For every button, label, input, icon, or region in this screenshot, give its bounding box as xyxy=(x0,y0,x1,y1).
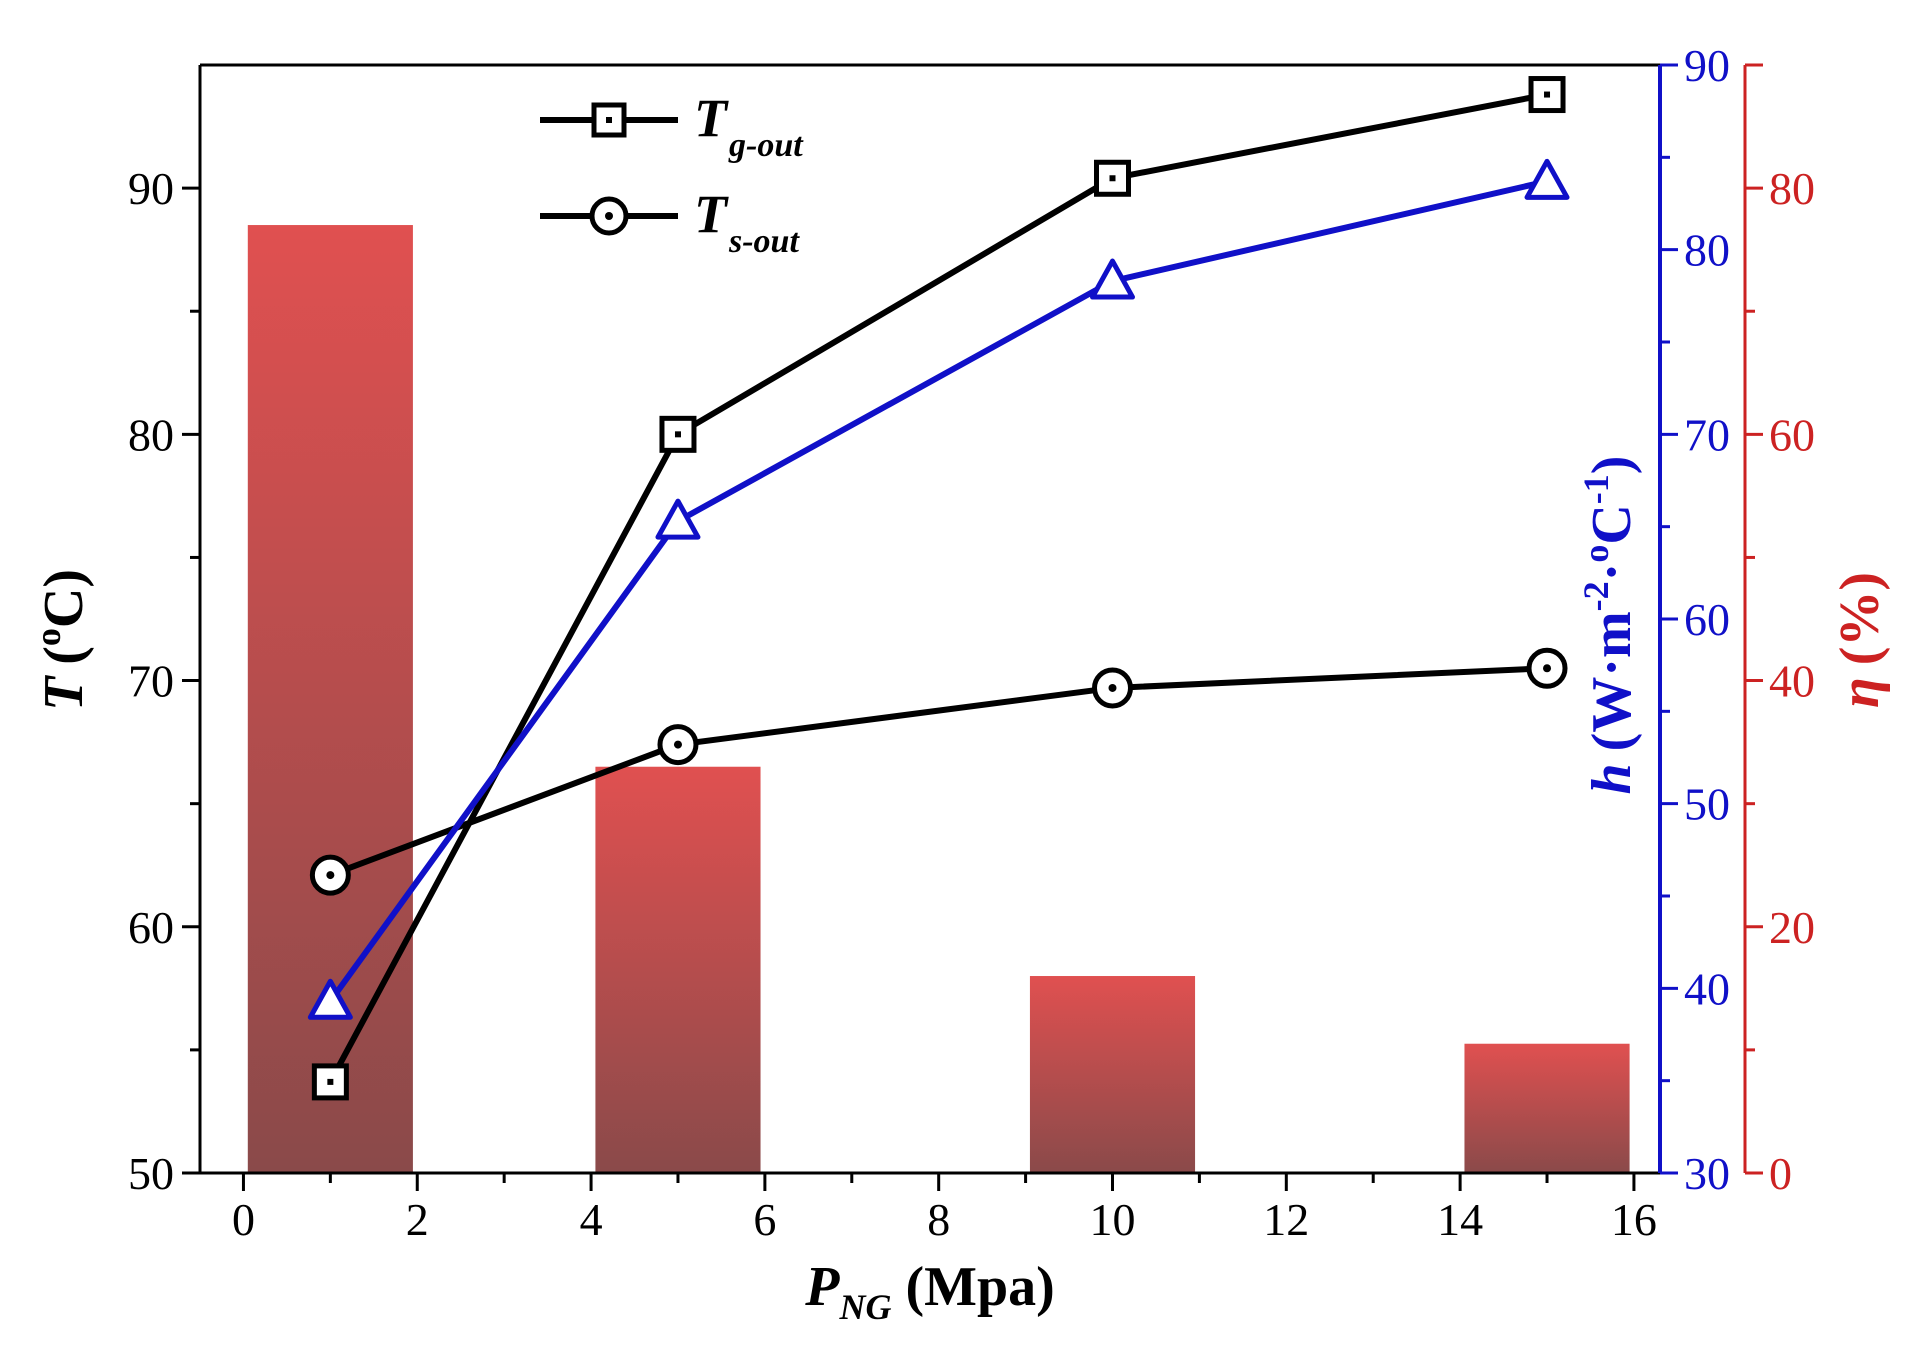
triangle-marker xyxy=(1090,258,1135,300)
y-right-h-tick-label: 50 xyxy=(1684,779,1730,830)
y-right-eta-tick-label: 60 xyxy=(1769,409,1815,460)
x-tick-label: 6 xyxy=(753,1194,776,1245)
legend-item-tg-out: Tg-out xyxy=(540,88,804,164)
bars-layer xyxy=(247,225,1630,1174)
legend-square-marker-dot-icon xyxy=(606,117,612,123)
circle-marker-dot xyxy=(673,740,682,749)
y-right-eta-tick-label: 80 xyxy=(1769,163,1815,214)
x-tick-label: 4 xyxy=(580,1194,603,1245)
bar xyxy=(595,766,761,1173)
circle-marker-dot xyxy=(1108,683,1117,692)
series-line-1 xyxy=(329,665,1548,878)
y-right-h-tick-label: 60 xyxy=(1684,594,1730,645)
y-right-eta-tick-label: 20 xyxy=(1769,902,1815,953)
x-tick-label: 0 xyxy=(232,1194,255,1245)
x-axis-label: PNG (Mpa) xyxy=(804,1256,1055,1327)
y-right-h-axis-label: h(W·m-2·oC-1) xyxy=(1576,456,1643,795)
square-marker xyxy=(311,1063,349,1101)
x-tick-label: 2 xyxy=(406,1194,429,1245)
y-left-tick-label: 60 xyxy=(128,902,174,953)
legend-label-tg-out: Tg-out xyxy=(694,88,804,164)
y-right-h-tick-label: 80 xyxy=(1684,225,1730,276)
triangle-marker xyxy=(655,498,701,540)
bar xyxy=(1464,1043,1630,1173)
x-tick-label: 8 xyxy=(927,1194,950,1245)
triangle-marker xyxy=(1524,158,1570,200)
square-marker-dot xyxy=(674,431,681,438)
y-left-axis-label: T(oC) xyxy=(28,569,95,711)
legend: Tg-out Ts-out xyxy=(540,88,804,260)
series-layer xyxy=(307,76,1570,1101)
y-right-eta-tick-label: 0 xyxy=(1769,1148,1792,1199)
y-left-tick-label: 90 xyxy=(128,163,174,214)
bar xyxy=(247,225,413,1174)
y-right-eta-tick-label: 40 xyxy=(1769,656,1815,707)
y-left-tick-label: 70 xyxy=(128,656,174,707)
x-tick-label: 16 xyxy=(1611,1194,1657,1245)
circle-marker-dot xyxy=(1543,664,1552,673)
square-marker-dot xyxy=(1109,175,1116,182)
y-right-h-tick-label: 90 xyxy=(1684,40,1730,91)
y-right-h-tick-label: 40 xyxy=(1684,963,1730,1014)
x-tick-label: 10 xyxy=(1090,1194,1136,1245)
y-right-h-tick-label: 70 xyxy=(1684,409,1730,460)
legend-item-ts-out: Ts-out xyxy=(540,184,800,260)
y-left-tick-label: 80 xyxy=(128,409,174,460)
series-line-2 xyxy=(327,178,1548,1004)
y-left-tick-label: 50 xyxy=(128,1148,174,1199)
circle-marker-dot xyxy=(326,871,335,880)
legend-circle-marker-dot-icon xyxy=(605,212,613,220)
y-right-eta-axis-label: η(%) xyxy=(1829,572,1891,708)
y-right-h-tick-label: 30 xyxy=(1684,1148,1730,1199)
square-marker-dot xyxy=(327,1078,334,1085)
x-tick-label: 14 xyxy=(1437,1194,1483,1245)
bar xyxy=(1029,976,1196,1173)
square-marker-dot xyxy=(1544,91,1551,98)
x-tick-label: 12 xyxy=(1263,1194,1309,1245)
ticks-layer: 0 2 4 6 8 10 12 14 16 50 60 70 80 90 30 40 50 60 70 80 90 0 20… xyxy=(128,40,1815,1245)
legend-label-ts-out: Ts-out xyxy=(694,184,800,260)
series-line-0 xyxy=(327,91,1548,1084)
triangle-marker xyxy=(307,978,353,1020)
